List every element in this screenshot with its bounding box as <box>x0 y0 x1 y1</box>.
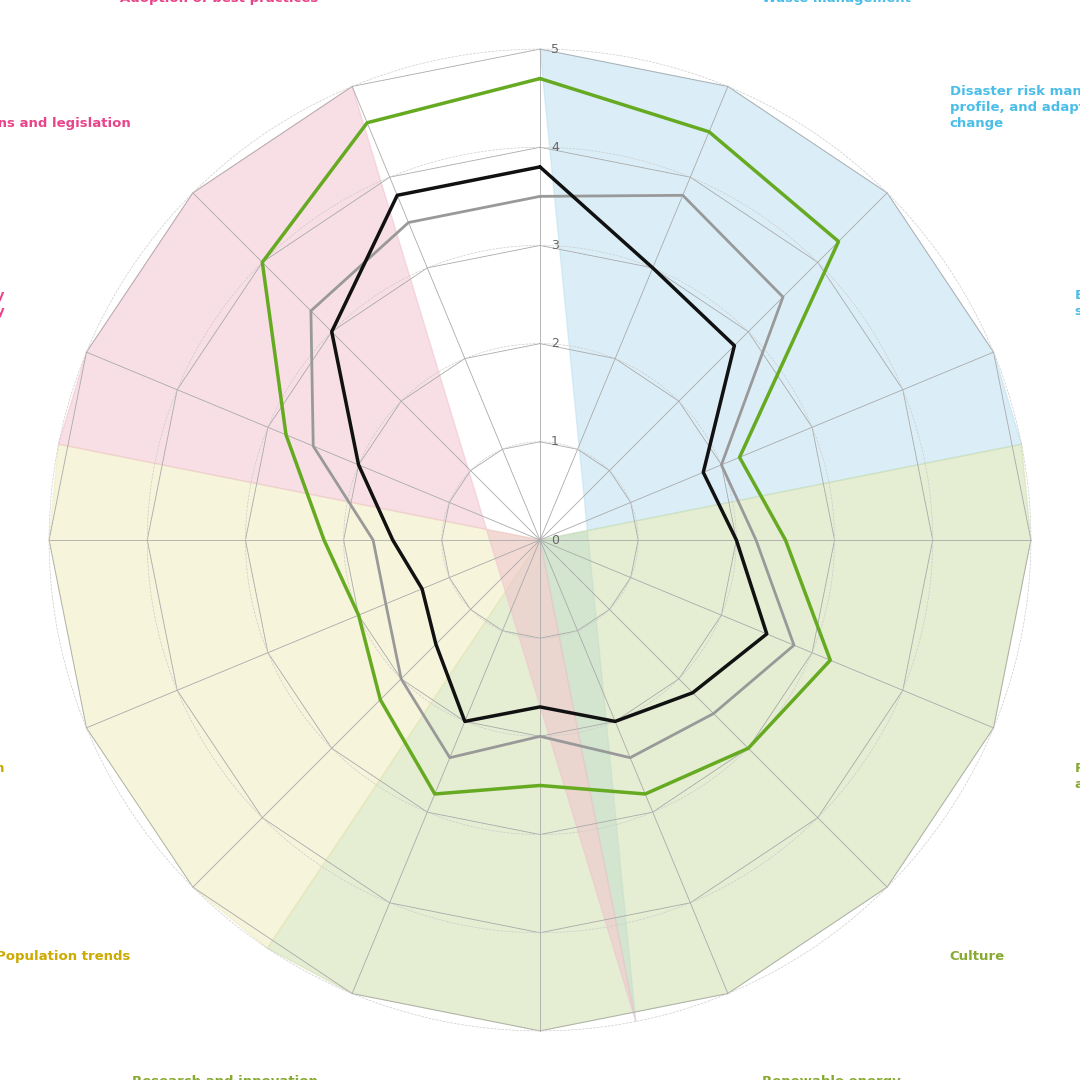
Text: Biodiversity,
status, and e...: Biodiversity, status, and e... <box>1076 289 1080 319</box>
Text: lans and legislation: lans and legislation <box>0 118 131 131</box>
Text: ic education: ic education <box>0 761 4 774</box>
Text: 2: 2 <box>551 337 558 350</box>
Text: Waste management: Waste management <box>761 0 910 4</box>
Text: 5: 5 <box>551 42 559 55</box>
Text: Regional gro...
and business...: Regional gro... and business... <box>1076 761 1080 791</box>
Text: Population trends: Population trends <box>0 949 131 962</box>
Polygon shape <box>49 444 540 948</box>
Text: 3: 3 <box>551 239 558 252</box>
Text: Renewable energy: Renewable energy <box>761 1076 901 1080</box>
Text: Culture: Culture <box>949 949 1004 962</box>
Text: vice delivery
f availability: vice delivery f availability <box>0 289 4 319</box>
Text: Disaster risk mana...
profile, and adapt...
change: Disaster risk mana... profile, and adapt… <box>949 85 1080 131</box>
Text: Adoption of best practices: Adoption of best practices <box>120 0 319 4</box>
Polygon shape <box>267 444 1031 1031</box>
Text: Research and innovation: Research and innovation <box>133 1076 319 1080</box>
Polygon shape <box>58 86 636 1022</box>
Polygon shape <box>540 49 1022 1022</box>
Text: 4: 4 <box>551 140 558 153</box>
Text: 0: 0 <box>551 534 559 546</box>
Text: 1: 1 <box>551 435 558 448</box>
